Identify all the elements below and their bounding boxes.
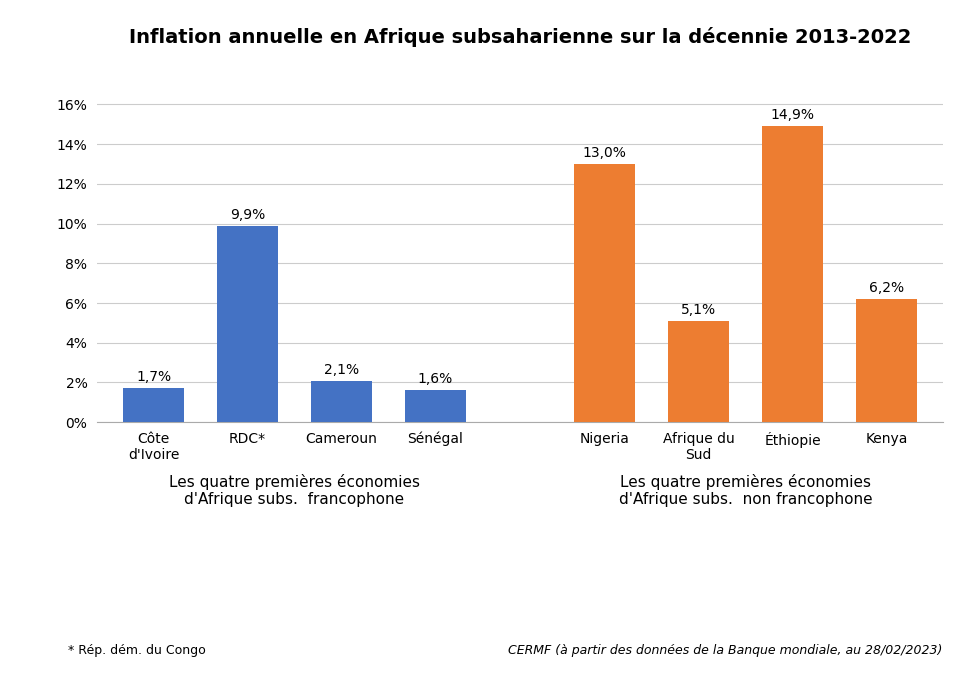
Text: Inflation annuelle en Afrique subsaharienne sur la décennie 2013-2022: Inflation annuelle en Afrique subsaharie…: [129, 27, 911, 47]
Bar: [311, 381, 372, 422]
Bar: [762, 126, 823, 422]
Text: 13,0%: 13,0%: [582, 146, 627, 160]
Text: CERMF (à partir des données de la Banque mondiale, au 28/02/2023): CERMF (à partir des données de la Banque…: [508, 644, 943, 656]
Text: 6,2%: 6,2%: [869, 281, 904, 295]
Text: 5,1%: 5,1%: [681, 303, 716, 317]
Text: 14,9%: 14,9%: [771, 108, 815, 123]
Bar: [856, 299, 917, 422]
Bar: [574, 164, 635, 422]
Bar: [405, 390, 466, 422]
Text: 9,9%: 9,9%: [230, 208, 265, 221]
Text: * Rép. dém. du Congo: * Rép. dém. du Congo: [68, 644, 206, 656]
Text: 1,7%: 1,7%: [136, 370, 171, 385]
Text: 2,1%: 2,1%: [324, 362, 359, 377]
Text: Les quatre premières économies
d'Afrique subs.  non francophone: Les quatre premières économies d'Afrique…: [619, 473, 872, 507]
Text: 1,6%: 1,6%: [418, 373, 453, 387]
Text: Les quatre premières économies
d'Afrique subs.  francophone: Les quatre premières économies d'Afrique…: [169, 473, 420, 507]
Bar: [123, 388, 184, 422]
Bar: [668, 321, 729, 422]
Bar: [217, 225, 278, 422]
